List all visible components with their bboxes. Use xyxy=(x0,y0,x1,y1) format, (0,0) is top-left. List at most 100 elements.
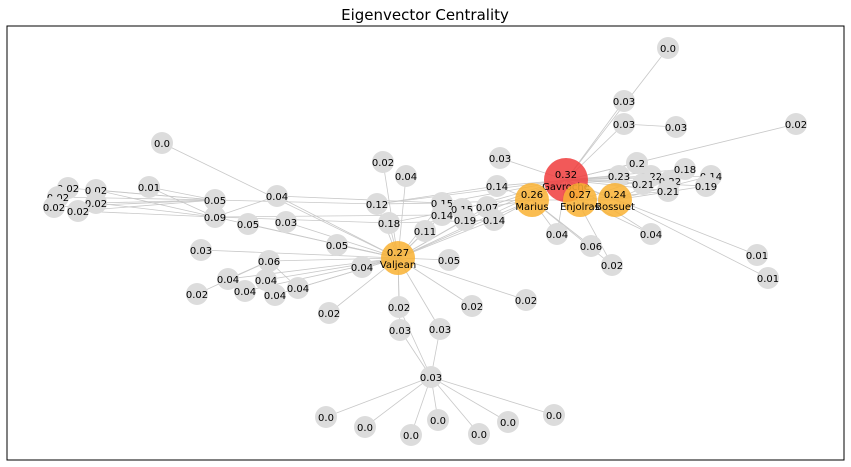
node-value-label: 0.04 xyxy=(395,172,417,183)
node-n_005l: 0.05 xyxy=(204,189,226,211)
node-name-label: Bossuet xyxy=(595,202,635,213)
node-value-label: 0.03 xyxy=(613,97,635,108)
node-value-label: 0.03 xyxy=(420,373,442,384)
node-value-label: 0.24 xyxy=(604,190,626,201)
node-value-label: 0.04 xyxy=(287,284,309,295)
node-value-label: 0.18 xyxy=(378,219,400,230)
node-value-label: 0.14 xyxy=(486,182,508,193)
node-value-label: 0.23 xyxy=(608,172,630,183)
node-n_002s1: 0.02 xyxy=(388,296,410,318)
node-circle xyxy=(264,284,286,306)
node-value-label: 0.04 xyxy=(546,230,568,241)
node-value-label: 0.0 xyxy=(318,413,334,424)
node-n_001a: 0.01 xyxy=(746,244,768,266)
node-value-label: 0.02 xyxy=(67,207,89,218)
node-name-label: Gavroche xyxy=(542,182,590,193)
node-circle xyxy=(204,206,226,228)
node-circle xyxy=(563,183,597,217)
node-circle xyxy=(275,211,297,233)
node-circle xyxy=(489,147,511,169)
node-circle xyxy=(138,176,160,198)
node-n_019c: 0.19 xyxy=(454,209,476,231)
node-circle xyxy=(461,295,483,317)
node-circle xyxy=(497,411,519,433)
node-n_003a: 0.03 xyxy=(613,90,635,112)
node-n_002tr: 0.02 xyxy=(785,113,807,135)
node-value-label: 0.02 xyxy=(85,199,107,210)
node-n_004m: 0.04 xyxy=(546,223,568,245)
node-value-label: 0.04 xyxy=(234,287,256,298)
node-value-label: 0.0 xyxy=(546,411,562,422)
plot-frame xyxy=(6,25,845,461)
node-circle xyxy=(287,277,309,299)
node-n_014c: 0.14 xyxy=(431,204,453,226)
node-circle xyxy=(483,209,505,231)
node-circle xyxy=(372,151,394,173)
edge-gavroche-n_top xyxy=(565,47,669,181)
node-value-label: 0.05 xyxy=(438,256,460,267)
node-value-label: 0.07 xyxy=(476,203,498,214)
node-name-label: Valjean xyxy=(380,260,416,271)
node-circle xyxy=(601,254,623,276)
edge-n_003hub-n_000b7 xyxy=(430,376,555,416)
node-value-label: 0.0 xyxy=(403,431,419,442)
node-n_001l: 0.01 xyxy=(138,176,160,198)
node-n_023: 0.23 xyxy=(608,165,630,187)
node-n_004d: 0.04 xyxy=(264,284,286,306)
edge-valjean-n_005l2 xyxy=(247,223,399,259)
node-value-label: 0.04 xyxy=(351,263,373,274)
node-circle xyxy=(151,132,173,154)
edge-n_005l-n_002l3 xyxy=(57,196,216,201)
edge-bossuet-n_001b xyxy=(614,199,769,279)
node-n_02: 0.2 xyxy=(626,152,648,174)
edge-marius-n_002m xyxy=(531,199,613,266)
node-value-label: 0.0 xyxy=(660,44,676,55)
node-value-label: 0.02 xyxy=(57,184,79,195)
node-circle xyxy=(598,183,632,217)
node-n_004c1: 0.04 xyxy=(395,165,417,187)
edge-valjean-n_004l xyxy=(276,195,399,259)
node-circle xyxy=(657,37,679,59)
node-circle xyxy=(420,366,442,388)
node-circle xyxy=(486,175,508,197)
node-value-label: 0.02 xyxy=(318,309,340,320)
node-value-label: 0.02 xyxy=(601,261,623,272)
node-circle xyxy=(468,423,490,445)
node-value-label: 0.21 xyxy=(632,180,654,191)
node-value-label: 0.26 xyxy=(521,190,543,201)
node-value-label: 0.0 xyxy=(357,423,373,434)
node-n_004e: 0.04 xyxy=(287,277,309,299)
edge-valjean-n_006l xyxy=(268,257,399,262)
node-circle xyxy=(217,268,239,290)
node-circle xyxy=(746,244,768,266)
node-value-label: 0.0 xyxy=(154,139,170,150)
node-value-label: 0.0 xyxy=(430,416,446,427)
node-circle xyxy=(378,212,400,234)
node-circle xyxy=(190,239,212,261)
edge-n_009-n_002l2 xyxy=(95,189,216,218)
node-n_002s2: 0.02 xyxy=(461,295,483,317)
edge-n_003hub-n_000b2 xyxy=(364,376,432,428)
node-circle xyxy=(381,241,415,275)
node-circle xyxy=(351,256,373,278)
node-circle xyxy=(427,409,449,431)
node-value-label: 0.27 xyxy=(387,248,409,259)
node-value-label: 0.03 xyxy=(489,154,511,165)
node-value-label: 0.21 xyxy=(657,187,679,198)
edge-n_004l-n_015 xyxy=(276,195,443,204)
node-value-label: 0.05 xyxy=(204,196,226,207)
edge-valjean-n_004b xyxy=(265,257,399,281)
node-value-label: 0.03 xyxy=(190,246,212,257)
node-n_003s2: 0.03 xyxy=(429,318,451,340)
node-circle xyxy=(454,209,476,231)
node-value-label: 0.06 xyxy=(580,242,602,253)
edge-valjean-n_004e xyxy=(297,257,399,289)
node-value-label: 0.02 xyxy=(785,120,807,131)
node-value-label: 0.01 xyxy=(757,274,779,285)
node-circle xyxy=(757,267,779,289)
node-n_top: 0.0 xyxy=(657,37,679,59)
